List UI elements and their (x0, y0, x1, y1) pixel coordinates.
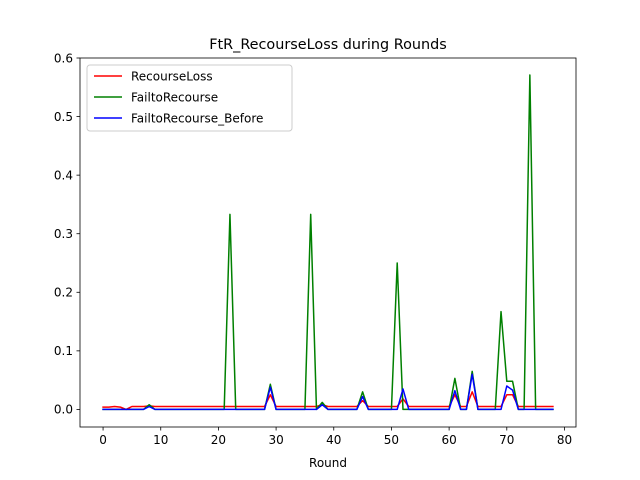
y-tick-label: 0.1 (54, 344, 73, 358)
plot-frame (79, 57, 577, 428)
x-axis-ticks: 0 10 20 30 40 50 60 70 80 (99, 427, 572, 447)
legend-box (86, 64, 293, 132)
legend: RecourseLoss FailtoRecourse FailtoRecourse… (86, 64, 293, 132)
y-tick-label: 0.5 (54, 110, 73, 124)
legend-label: FailtoRecourse (131, 90, 218, 104)
x-tick-label: 60 (441, 433, 456, 447)
y-tick-label: 0.2 (54, 286, 73, 300)
y-tick-label: 0.4 (54, 168, 73, 182)
chart-title: FtR_RecourseLoss during Rounds (209, 37, 447, 53)
x-tick-label: 70 (499, 433, 514, 447)
x-tick-label: 10 (153, 433, 168, 447)
x-tick-label: 40 (326, 433, 341, 447)
series-line-failtorecourse-before (102, 373, 554, 411)
legend-label: FailtoRecourse_Before (131, 111, 263, 125)
x-tick-label: 80 (557, 433, 572, 447)
x-tick-label: 50 (384, 433, 399, 447)
legend-label: RecourseLoss (131, 69, 213, 83)
x-tick-label: 30 (268, 433, 283, 447)
y-axis-ticks: 0.0 0.1 0.2 0.3 0.4 0.5 0.6 (54, 51, 80, 417)
x-axis-label: Round (309, 456, 347, 470)
series-layer (102, 74, 554, 411)
x-tick-label: 20 (211, 433, 226, 447)
x-tick-label: 0 (99, 433, 107, 447)
y-tick-label: 0.0 (54, 403, 73, 417)
y-tick-label: 0.3 (54, 227, 73, 241)
y-tick-label: 0.6 (54, 51, 73, 65)
